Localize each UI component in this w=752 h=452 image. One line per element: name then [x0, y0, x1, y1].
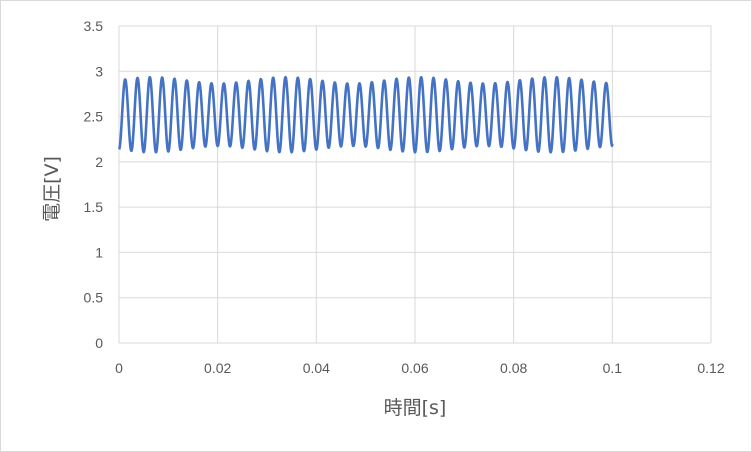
x-tick-label: 0.08: [500, 360, 527, 376]
y-tick-label: 3: [95, 63, 103, 79]
series-layer: [117, 75, 614, 154]
y-tick-label: 0.5: [84, 290, 104, 306]
y-tick-label: 2.5: [84, 109, 104, 125]
x-tick-label: 0.02: [204, 360, 231, 376]
voltage-series-line: [117, 75, 614, 154]
y-tick-label: 2: [95, 154, 103, 170]
y-tick-label: 0: [95, 335, 103, 351]
x-tick-label: 0.04: [303, 360, 330, 376]
y-axis-title: 電圧[V]: [41, 156, 63, 222]
y-tick-label: 1.5: [84, 199, 104, 215]
tick-labels: 0 0.5 1 1.5 2 2.5 3 3.5 0 0.02 0.04 0.06 0.08 0.1 0.12: [84, 18, 725, 376]
x-tick-label: 0.12: [697, 360, 724, 376]
x-tick-label: 0: [115, 360, 123, 376]
y-tick-label: 3.5: [84, 18, 104, 34]
x-tick-label: 0.06: [401, 360, 428, 376]
y-tick-label: 1: [95, 244, 103, 260]
gridlines: [118, 25, 712, 344]
x-axis-title: 時間[s]: [384, 397, 447, 419]
x-tick-label: 0.1: [603, 360, 623, 376]
